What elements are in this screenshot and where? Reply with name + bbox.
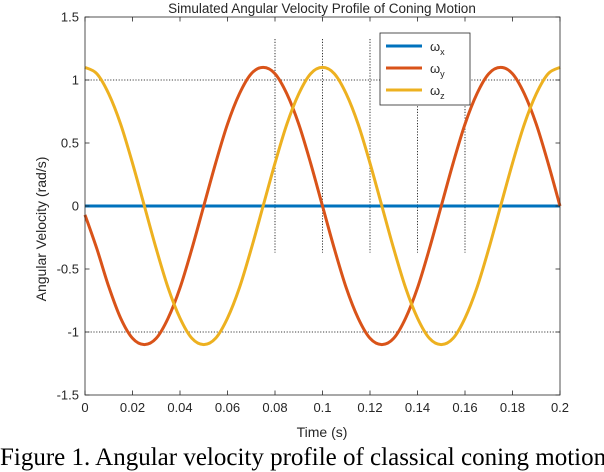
figure-caption: Figure 1. Angular velocity profile of cl…: [0, 444, 604, 471]
legend: ωx ωy ωz: [379, 32, 471, 106]
chart-title: Simulated Angular Velocity Profile of Co…: [168, 1, 476, 16]
y-ticks: -1.5 -1 -0.5 0 0.5 1 1.5: [57, 10, 560, 403]
x-tick-label: 0: [81, 400, 88, 415]
plot-area: 0 0.02 0.04 0.06 0.08 0.1 0.12 0.14 0.16 0.18 0.2-…: [57, 10, 569, 416]
x-tick-label: 0.08: [262, 400, 287, 415]
x-ticks: 0 0.02 0.04 0.06 0.08 0.1 0.12 0.14 0.16 0.18 0.2: [81, 17, 569, 415]
x-tick-label: 0.16: [452, 400, 477, 415]
y-axis-label: Angular Velocity (rad/s): [33, 157, 49, 302]
x-tick-label: 0.06: [215, 400, 240, 415]
x-axis-label: Time (s): [297, 424, 348, 440]
series-line-omega-z: [84, 65, 561, 347]
legend-label-omega-y: ωy: [430, 61, 445, 79]
y-tick-label: 1: [72, 73, 79, 88]
y-tick-label: 1.5: [61, 10, 79, 25]
x-tick-label: 0.18: [500, 400, 525, 415]
y-tick-label: -1.5: [57, 388, 79, 403]
x-tick-label: 0.12: [357, 400, 382, 415]
legend-label-omega-x: ωx: [430, 39, 445, 57]
x-tick-label: 0.2: [551, 400, 569, 415]
y-tick-label: 0.5: [61, 136, 79, 151]
series-group: [83, 65, 562, 347]
reference-lines: [85, 39, 560, 333]
y-tick-label: 0: [72, 199, 79, 214]
series-line-omega-y: [83, 65, 562, 347]
x-tick-label: 0.14: [405, 400, 430, 415]
x-tick-label: 0.04: [167, 400, 192, 415]
y-tick-label: -1: [67, 325, 79, 340]
x-tick-label: 0.1: [313, 400, 331, 415]
x-tick-label: 0.02: [120, 400, 145, 415]
y-tick-label: -0.5: [57, 262, 79, 277]
legend-label-omega-z: ωz: [430, 83, 445, 101]
